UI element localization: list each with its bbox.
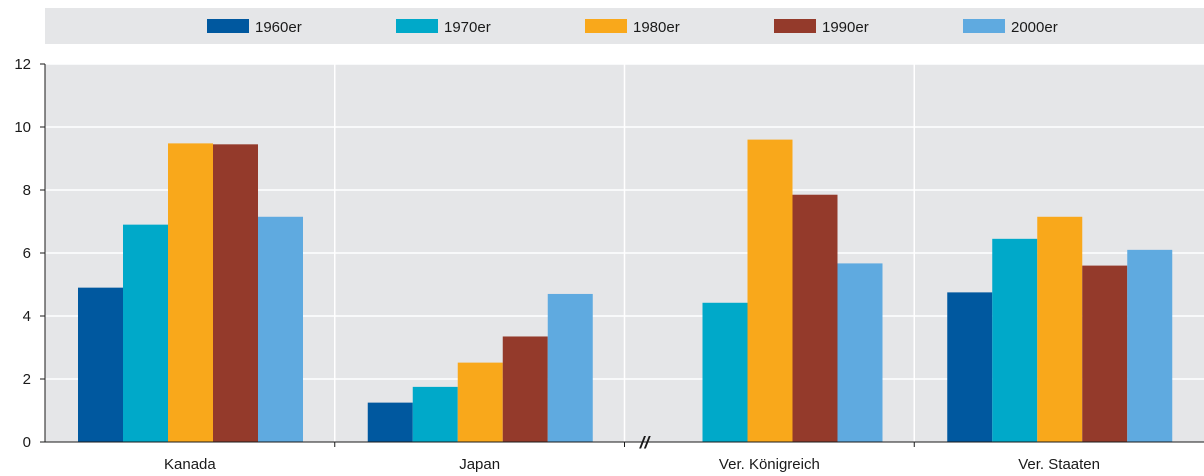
- legend: 1960er 1970er 1980er 1990er 2000er: [207, 19, 1058, 36]
- bar: [1082, 265, 1128, 442]
- y-tick-label: 10: [14, 119, 31, 136]
- bar: [367, 402, 413, 442]
- y-axis-ticks: 0 2 4 6 8 10 12: [14, 56, 45, 451]
- y-tick-label: 2: [23, 371, 31, 388]
- legend-label: 1980er: [633, 19, 680, 36]
- bar: [258, 216, 303, 442]
- bar: [992, 238, 1038, 442]
- bar: [547, 293, 593, 442]
- y-tick-label: 12: [14, 56, 31, 73]
- category-labels: Kanada Japan Ver. Königreich Ver. Staaten: [164, 456, 1100, 473]
- axis-break-marker: //: [639, 433, 652, 452]
- bar: [78, 287, 123, 442]
- category-separators: [334, 64, 915, 442]
- bar: [168, 143, 213, 442]
- bar: [702, 302, 748, 442]
- legend-swatch: [774, 19, 816, 33]
- bar: [747, 139, 793, 442]
- legend-label: 1970er: [444, 19, 491, 36]
- bar: [1037, 216, 1083, 442]
- y-tick-label: 0: [23, 434, 31, 451]
- legend-label: 1960er: [255, 19, 302, 36]
- legend-swatch: [963, 19, 1005, 33]
- bar: [123, 224, 168, 442]
- bar: [412, 386, 458, 442]
- axis-break-label: //: [639, 433, 652, 452]
- legend-swatch: [585, 19, 627, 33]
- legend-swatch: [396, 19, 438, 33]
- bar: [947, 292, 993, 442]
- category-label: Ver. Königreich: [719, 456, 820, 473]
- bar: [213, 144, 258, 442]
- legend-label: 2000er: [1011, 19, 1058, 36]
- category-label: Ver. Staaten: [1018, 456, 1100, 473]
- bar: [457, 362, 503, 442]
- x-axis-ticks: [334, 442, 915, 447]
- y-tick-label: 4: [23, 308, 31, 325]
- bar: [1127, 249, 1173, 442]
- category-label: Japan: [459, 456, 500, 473]
- y-tick-label: 6: [23, 245, 31, 262]
- bars: [78, 139, 1173, 442]
- bar: [502, 336, 548, 442]
- legend-swatch: [207, 19, 249, 33]
- legend-label: 1990er: [822, 19, 869, 36]
- category-label: Kanada: [164, 456, 216, 473]
- y-tick-label: 8: [23, 182, 31, 199]
- bar: [792, 194, 838, 442]
- bar: [837, 263, 883, 442]
